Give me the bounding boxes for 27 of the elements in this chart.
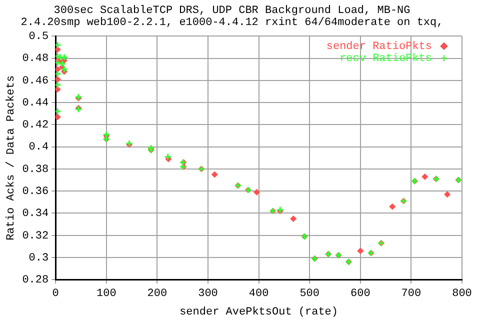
legend-label: sender RatioPkts	[326, 41, 432, 54]
y-tick-label: 0.4	[28, 142, 49, 154]
y-tick-label: 0.28	[22, 274, 49, 287]
x-axis-title: sender AvePktsOut (rate)	[180, 306, 338, 318]
y-tick-label: 0.42	[22, 120, 49, 132]
y-tick-label: 0.32	[22, 230, 49, 242]
legend-label: recv RatioPkts	[340, 53, 432, 66]
y-tick-label: 0.46	[22, 75, 49, 88]
y-tick-label: 0.44	[22, 97, 49, 110]
x-tick-label: 200	[147, 288, 168, 300]
y-tick-label: 0.36	[22, 186, 49, 198]
chart-title: 300sec ScalableTCP DRS, UDP CBR Background Load, MB-NG	[54, 4, 410, 17]
y-tick-label: 0.3	[28, 252, 49, 264]
x-tick-label: 300	[198, 288, 218, 300]
chart-subtitle: 2.4.20smp web100-2.2.1, e1000-4.4.12 rxint 64/64moderate on txq,	[20, 17, 444, 30]
x-tick-label: 600	[350, 288, 370, 300]
x-tick-label: 100	[96, 288, 116, 300]
y-tick-label: 0.34	[22, 208, 49, 220]
y-tick-label: 0.48	[22, 53, 49, 66]
y-axis-title: Ratio Acks / Data Packets	[6, 75, 18, 240]
x-tick-label: 700	[401, 288, 422, 300]
x-tick-label: 500	[300, 288, 320, 300]
x-tick-label: 400	[248, 288, 269, 300]
x-tick-label: 0	[52, 288, 59, 300]
y-tick-label: 0.38	[22, 164, 49, 176]
x-tick-label: 800	[452, 288, 472, 300]
y-tick-label: 0.5	[28, 31, 49, 44]
